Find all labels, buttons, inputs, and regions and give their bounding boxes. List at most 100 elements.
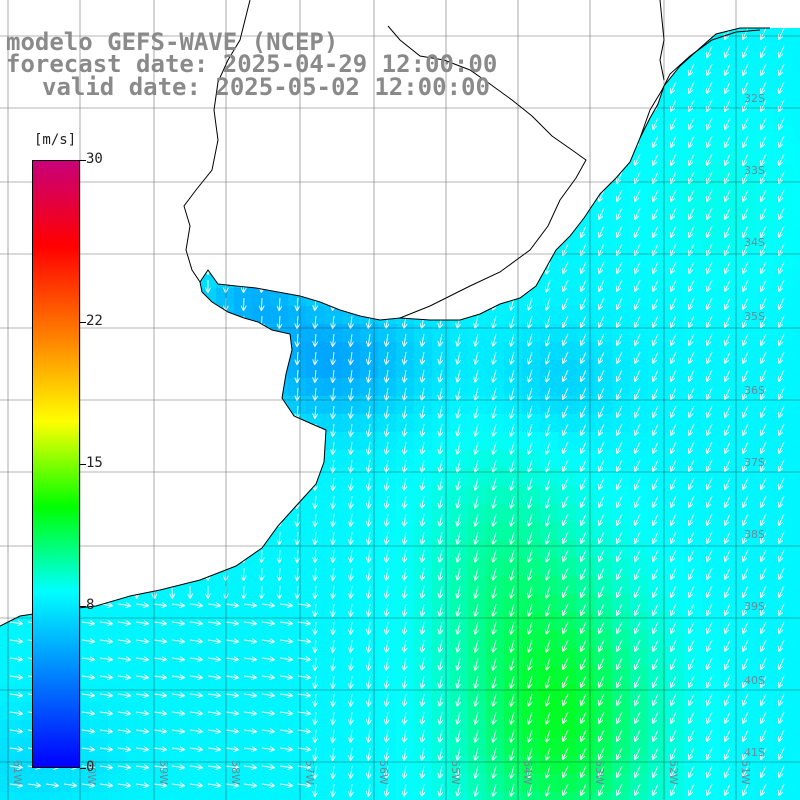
wind-cell — [468, 792, 486, 800]
wind-cell — [720, 396, 738, 414]
wind-cell — [648, 378, 666, 396]
wind-cell — [504, 648, 522, 666]
wind-cell — [702, 378, 720, 396]
wind-cell — [738, 540, 756, 558]
wind-cell — [774, 198, 792, 216]
wind-cell — [612, 558, 630, 576]
wind-cell — [90, 792, 108, 800]
colorbar — [32, 160, 80, 768]
wind-cell — [432, 540, 450, 558]
wind-cell — [720, 234, 738, 252]
wind-cell — [468, 486, 486, 504]
wind-cell — [666, 612, 684, 630]
wind-cell — [630, 774, 648, 792]
wind-cell — [522, 468, 540, 486]
wind-cell — [774, 342, 792, 360]
wind-cell — [792, 450, 800, 468]
wind-cell — [792, 108, 800, 126]
wind-cell — [414, 540, 432, 558]
wind-cell — [702, 144, 720, 162]
wind-cell — [702, 612, 720, 630]
wind-cell — [504, 504, 522, 522]
wind-cell — [594, 378, 612, 396]
wind-cell — [360, 576, 378, 594]
wind-cell — [504, 576, 522, 594]
wind-cell — [684, 522, 702, 540]
wind-cell — [756, 396, 774, 414]
wind-cell — [432, 630, 450, 648]
wind-cell — [396, 594, 414, 612]
wind-cell — [90, 612, 108, 630]
wind-cell — [270, 666, 288, 684]
wind-cell — [540, 432, 558, 450]
wind-cell — [756, 180, 774, 198]
wind-cell — [450, 702, 468, 720]
wind-cell — [684, 558, 702, 576]
wind-cell — [630, 432, 648, 450]
wind-cell — [432, 774, 450, 792]
wind-cell — [558, 738, 576, 756]
wind-cell — [792, 486, 800, 504]
wind-cell — [486, 648, 504, 666]
wind-cell — [792, 270, 800, 288]
wind-cell — [720, 540, 738, 558]
wind-cell — [414, 612, 432, 630]
wind-cell — [198, 756, 216, 774]
wind-cell — [630, 378, 648, 396]
wind-arrow — [244, 567, 245, 580]
wind-cell — [522, 378, 540, 396]
wind-cell — [342, 504, 360, 522]
wind-cell — [792, 756, 800, 774]
wind-cell — [558, 396, 576, 414]
wind-cell — [576, 432, 594, 450]
wind-cell — [180, 774, 198, 792]
wind-cell — [540, 630, 558, 648]
wind-cell — [774, 72, 792, 90]
wind-cell — [684, 684, 702, 702]
wind-cell — [252, 756, 270, 774]
wind-cell — [576, 360, 594, 378]
wind-cell — [378, 594, 396, 612]
wind-cell — [468, 738, 486, 756]
wind-cell — [324, 540, 342, 558]
wind-cell — [378, 666, 396, 684]
wind-cell — [342, 342, 360, 360]
wind-cell — [540, 648, 558, 666]
wind-cell — [288, 648, 306, 666]
wind-cell — [468, 612, 486, 630]
wind-cell — [0, 756, 18, 774]
wind-cell — [180, 594, 198, 612]
wind-cell — [630, 396, 648, 414]
wind-cell — [378, 558, 396, 576]
wind-cell — [270, 720, 288, 738]
wind-cell — [576, 648, 594, 666]
wind-cell — [288, 684, 306, 702]
wind-cell — [306, 576, 324, 594]
wind-cell — [576, 540, 594, 558]
wind-cell — [558, 630, 576, 648]
wind-cell — [774, 756, 792, 774]
wind-cell — [774, 792, 792, 800]
wind-cell — [666, 522, 684, 540]
wind-cell — [792, 90, 800, 108]
wind-cell — [576, 468, 594, 486]
wind-cell — [378, 486, 396, 504]
wind-cell — [360, 540, 378, 558]
wind-cell — [522, 630, 540, 648]
wind-cell — [324, 324, 342, 342]
wind-cell — [468, 378, 486, 396]
wind-cell — [666, 342, 684, 360]
wind-cell — [36, 774, 54, 792]
wind-cell — [486, 630, 504, 648]
wind-cell — [288, 342, 306, 360]
wind-cell — [414, 342, 432, 360]
wind-cell — [288, 306, 306, 324]
wind-cell — [666, 720, 684, 738]
wind-cell — [414, 702, 432, 720]
wind-cell — [630, 234, 648, 252]
wind-cell — [108, 774, 126, 792]
wind-cell — [504, 792, 522, 800]
wind-cell — [666, 234, 684, 252]
wind-cell — [684, 414, 702, 432]
wind-cell — [414, 396, 432, 414]
